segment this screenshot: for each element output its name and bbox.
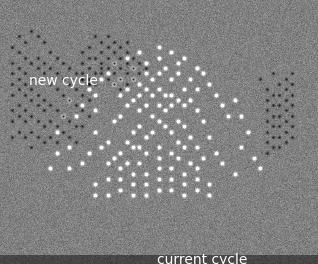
Text: current cycle: current cycle xyxy=(157,253,247,264)
Text: new cycle: new cycle xyxy=(29,74,98,88)
